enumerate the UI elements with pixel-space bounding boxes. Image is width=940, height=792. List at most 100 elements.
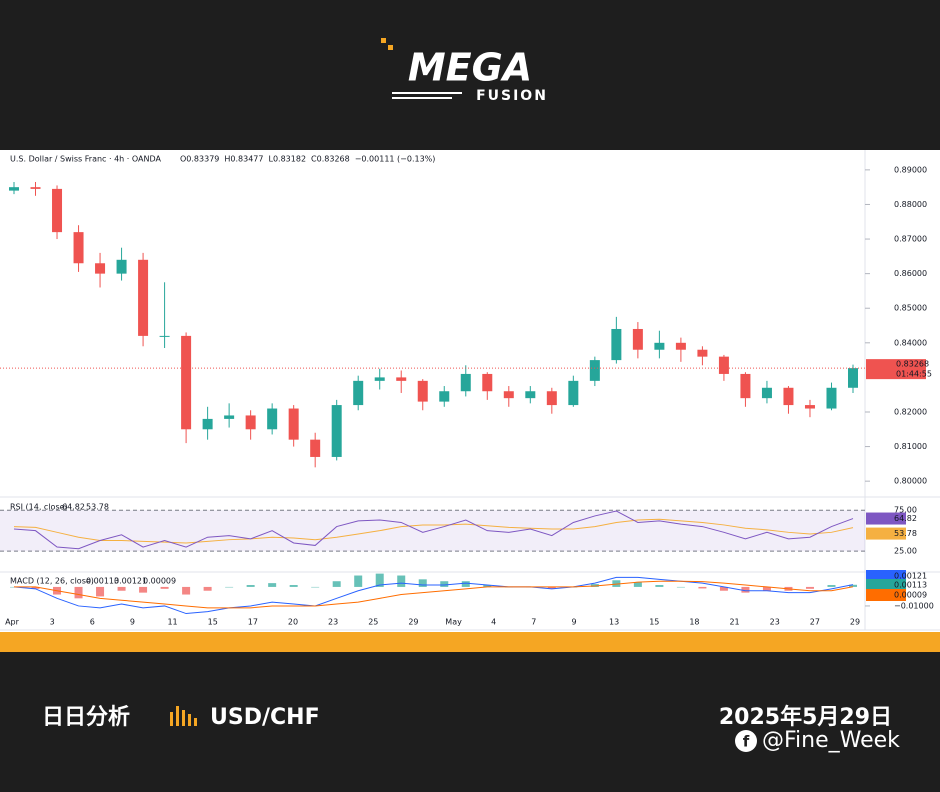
x-tick-label: 18 [689,618,699,627]
candle-body [482,373,493,392]
macd-hist-bar [698,586,707,589]
candle-body [331,405,342,457]
rsi-tag-value: 64.82 [894,514,917,523]
candle-body [783,387,794,406]
chart-title: U.S. Dollar / Swiss Franc · 4h · OANDA [10,155,161,164]
macd-hist-bar [655,585,664,587]
candle-body [353,380,364,406]
x-tick-label: 4 [491,618,496,627]
rsi-tick-label: 25.00 [894,547,917,556]
macd-hist-bar [849,584,857,587]
macd-hist-bar [805,586,814,589]
ohlc-value: O0.83379 [180,155,219,164]
candle-body [804,405,815,409]
signal-line [14,580,854,609]
x-tick-label: 11 [167,618,177,627]
macd-hist-bar [461,581,470,587]
candle-body [718,356,729,374]
candle-body [245,415,256,430]
macd-hist-bar [203,586,212,591]
x-tick-label: 20 [288,618,298,627]
macd-name: MACD (12, 26, close) [10,577,94,586]
rsi-line [13,510,854,550]
x-tick-label: 27 [810,618,820,627]
x-tick-label: 21 [729,618,739,627]
candle-body [73,232,84,264]
rsi-tick-label: 75.00 [894,506,917,515]
candle-body [611,328,622,361]
macd-hist-bar [160,586,169,589]
macd-hist-bar [225,586,234,588]
candle-body [224,415,235,419]
logo: MEGA FUSION [381,38,548,104]
candle-body [267,408,278,430]
candle-body [826,387,837,409]
x-tick-label: 6 [90,618,95,627]
candle-body [546,391,557,406]
candle-body [374,377,385,381]
candle-body [95,263,106,274]
candle-body [181,335,192,430]
footer-label: 日日分析 [42,705,130,730]
macd-hist-bar [31,586,40,589]
x-tick-label: 25 [368,618,378,627]
x-tick-label: 23 [328,618,338,627]
rsi-legend-value: 64.82 [62,503,85,512]
logo-text: MEGA [408,46,532,90]
rsi-ma-line [13,518,854,544]
macd-hist-bar [268,583,277,587]
signal-icon [170,706,197,726]
y-tick-label: 0.85000 [894,304,927,313]
macd-hist-bar [375,573,384,587]
candle-body [503,391,514,399]
x-tick-label: 29 [408,618,418,627]
rsi-legend-ma: 53.78 [86,503,109,512]
rsi-ma-tag [866,527,906,540]
ohlc-value: H0.83477 [224,155,263,164]
fb-f: f [743,733,750,751]
macd-hist-bar [762,586,771,591]
price-tag-value: 0.83268 [896,360,929,369]
candle-body [439,391,450,402]
macd-hist-bar [96,586,105,597]
rsi-ma-tag-value: 53.78 [894,529,917,538]
macd-hist-bar [354,575,363,587]
macd-hist-bar [311,586,320,588]
x-tick-label: 15 [208,618,218,627]
x-tick-label: 15 [649,618,659,627]
candle-body [52,188,63,233]
candle-body [310,439,321,457]
candle-body [525,391,536,399]
macd-legend-value: 0.00121 [114,577,147,586]
candle-body [116,259,127,274]
macd-legend-value: 0.00009 [143,577,176,586]
macd-hist-bar [117,586,126,591]
x-tick-label: 17 [248,618,258,627]
y-tick-label: 0.82000 [894,407,927,416]
footer-date: 2025年5月29日 [719,704,892,730]
macd-hist-bar [332,581,341,587]
y-tick-label: 0.80000 [894,477,927,486]
macd-hist-bar [397,575,406,587]
candle-body [396,377,407,381]
logo-sub: FUSION [476,88,548,104]
candle-body [417,380,428,402]
x-tick-label: 9 [130,618,135,627]
hist-tag-value: 0.00113 [894,581,927,590]
candle-body [30,187,41,189]
macd-hist-bar [139,586,148,593]
signal-tag-value: 0.00009 [894,591,927,600]
macd-hist-bar [74,586,83,599]
ohlc-value: −0.00111 (−0.13%) [355,155,436,164]
candle-body [460,373,471,392]
rsi-band [0,510,865,552]
y-tick-label: 0.88000 [894,200,927,209]
macd-hist-bar [633,582,642,587]
macd-legend-value: 0.00113 [86,577,119,586]
candle-body [288,408,299,440]
candle-body [632,328,643,350]
x-tick-label: May [445,618,462,627]
x-tick-label: 9 [571,618,576,627]
candle-body [9,187,19,191]
top-band [0,0,940,148]
